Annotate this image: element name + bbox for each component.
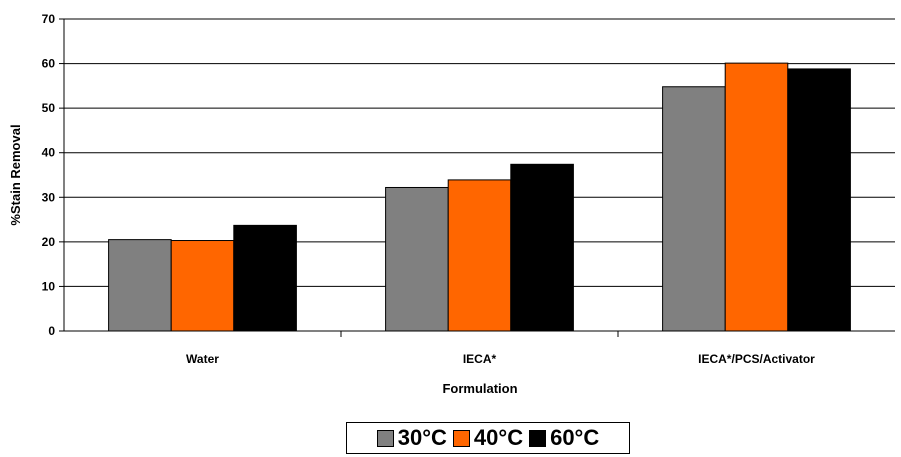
- bar-60c-1: [510, 163, 574, 332]
- y-axis-title: %Stain Removal: [8, 124, 23, 225]
- y-tick-label: 20: [42, 235, 56, 249]
- legend-item: 30°C: [376, 425, 447, 450]
- x-tick-label: Water: [186, 352, 219, 366]
- bar-30c-2: [662, 86, 726, 332]
- y-tick-labels: 0 10 20 30 40 50 60 70: [42, 12, 56, 338]
- x-tick-labels: Water IECA* IECA*/PCS/Activator: [186, 352, 815, 366]
- y-tick-label: 10: [42, 279, 56, 293]
- bar-chart: 0 10 20 30 40 50 60 70 Water IECA* IECA*/PCS/Acti…: [8, 12, 895, 396]
- y-tick-label: 30: [42, 190, 56, 204]
- legend-swatch: [376, 429, 394, 447]
- y-tick-label: 40: [42, 146, 56, 160]
- legend-label: 30°C: [397, 425, 447, 450]
- legend-label: 60°C: [550, 425, 600, 450]
- bar-60c-2: [787, 68, 851, 332]
- bar-30c-0: [108, 239, 172, 332]
- legend-swatch: [529, 429, 547, 447]
- x-tick-label: IECA*/PCS/Activator: [698, 352, 815, 366]
- legend: 30°C 40°C 60°C: [346, 422, 630, 454]
- bar-40c-1: [447, 179, 512, 332]
- x-tick-label: IECA*: [463, 352, 497, 366]
- y-tick-label: 0: [48, 324, 55, 338]
- legend-swatch: [452, 429, 470, 447]
- legend-item: 40°C: [452, 425, 524, 450]
- legend-label: 40°C: [473, 425, 524, 450]
- y-tick-label: 60: [42, 57, 56, 71]
- axes: [59, 18, 895, 337]
- bar-40c-2: [724, 62, 789, 332]
- bar-30c-1: [385, 186, 449, 332]
- bar-60c-0: [233, 224, 297, 332]
- y-tick-label: 50: [42, 101, 56, 115]
- legend-item: 60°C: [529, 427, 599, 449]
- bars: [108, 62, 851, 332]
- x-axis-title: Formulation: [442, 381, 517, 396]
- y-tick-label: 70: [42, 12, 56, 26]
- bar-40c-0: [170, 240, 235, 332]
